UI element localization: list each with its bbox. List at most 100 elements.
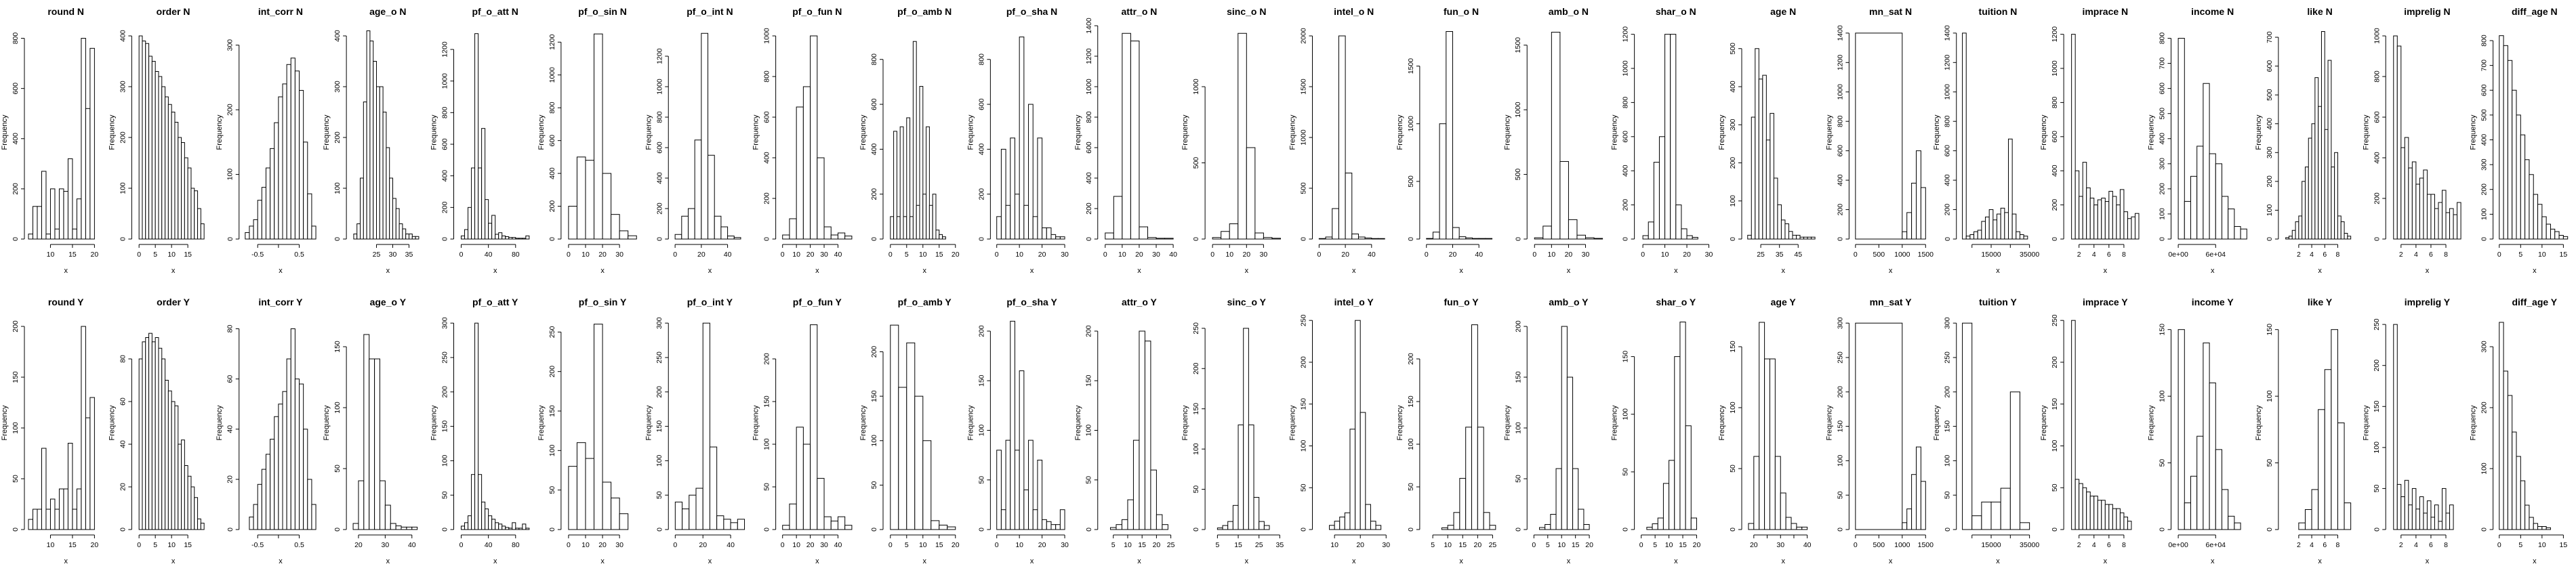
histogram-bar — [2302, 181, 2306, 240]
histogram-bar — [1483, 512, 1490, 530]
y-tick-label: 600 — [2480, 84, 2489, 96]
y-tick-label: 200 — [763, 353, 771, 365]
y-tick-label: 200 — [870, 346, 878, 358]
y-tick-label: 300 — [441, 317, 449, 329]
y-tick-label: 100 — [763, 438, 771, 450]
histogram-panel: mn_sat Y 0 50 100 150 200 250 300 Frequency 0 500 1… — [1825, 297, 1934, 565]
x-tick-label: 40 — [485, 251, 493, 259]
histogram-panel: tuition Y 0 50 100 150 200 250 300 Frequency 1500… — [1933, 297, 2040, 565]
histogram-bar — [145, 337, 150, 530]
histogram-bar — [1162, 524, 1168, 530]
histogram-bar — [893, 131, 897, 240]
histogram-panel: shar_o Y 0 50 100 150 Frequency 0 5 10 15 20 x — [1611, 297, 1701, 565]
x-tick-label: 10 — [1124, 541, 1132, 549]
x-tick-label: 30 — [1152, 251, 1160, 259]
histogram-bar — [2503, 370, 2508, 530]
y-axis-label: Frequency — [2470, 405, 2478, 440]
histogram-bar — [2445, 513, 2451, 530]
histogram-bar — [307, 193, 312, 240]
histogram-bar — [1037, 137, 1043, 240]
histogram-bar — [151, 61, 156, 240]
y-tick-label: 80 — [119, 355, 127, 363]
histogram-bar — [674, 501, 683, 530]
y-tick-label: 0 — [2051, 237, 2059, 241]
x-tick-label: 2 — [2297, 541, 2301, 549]
y-axis-label: Frequency — [645, 405, 653, 440]
histogram-bar — [1764, 358, 1770, 530]
x-tick-label: 30 — [1582, 251, 1590, 259]
histogram-bar — [2404, 137, 2409, 240]
histogram-bar — [823, 226, 832, 240]
panel-title: income Y — [2192, 297, 2234, 307]
x-axis-label: x — [2533, 267, 2537, 275]
histogram-bar — [2093, 496, 2098, 530]
panel-title: age Y — [1771, 297, 1797, 307]
y-tick-label: 0 — [1085, 528, 1093, 532]
histogram-bar — [2434, 208, 2439, 240]
x-tick-label: 40 — [1368, 251, 1376, 259]
y-tick-label: 200 — [2480, 184, 2489, 196]
panel-title: sinc_o N — [1227, 6, 1266, 17]
histogram-bar — [303, 429, 308, 530]
y-tick-label: 150 — [2159, 324, 2167, 336]
histogram-bar — [1753, 456, 1760, 530]
histogram-bar — [1459, 477, 1467, 530]
histogram-bar — [694, 139, 702, 240]
histogram-bar — [1059, 509, 1065, 530]
x-tick-label: 15 — [935, 251, 943, 259]
x-tick-label: 20 — [1038, 251, 1046, 259]
histogram-bar — [2537, 526, 2543, 530]
y-tick-label: 200 — [333, 131, 342, 144]
x-tick-label: 20 — [598, 251, 607, 259]
y-tick-label: 800 — [1836, 115, 1844, 127]
histogram-bar — [2327, 60, 2332, 240]
y-tick-label: 1000 — [1192, 79, 1200, 95]
histogram-bar — [2190, 475, 2198, 530]
histogram-bar — [1318, 238, 1326, 240]
histogram-bar — [830, 234, 838, 240]
histogram-bar — [1985, 216, 1990, 240]
y-axis-label: Frequency — [1181, 405, 1189, 440]
y-tick-label: 200 — [12, 320, 20, 332]
y-tick-label: 100 — [870, 435, 878, 447]
histogram-panel: intel_o Y 0 50 100 150 200 250 Frequency 10 20 30 x — [1289, 297, 1391, 565]
histogram-bar — [2393, 35, 2398, 240]
y-tick-label: 200 — [1514, 320, 1522, 332]
y-axis-label: Frequency — [752, 405, 760, 440]
y-tick-label: 0 — [1085, 237, 1093, 241]
y-tick-label: 100 — [226, 169, 234, 181]
x-tick-label: 40 — [724, 251, 732, 259]
histogram-bar — [1325, 236, 1333, 240]
histogram-panel: shar_o N 0 200 400 600 800 1000 1200 Frequency 0 1… — [1611, 6, 1713, 275]
histogram-bar — [145, 43, 150, 240]
histogram-bar — [1355, 320, 1361, 530]
histogram-bar — [1578, 509, 1585, 530]
y-tick-label: 300 — [2480, 158, 2489, 171]
histogram-panel: pf_o_fun Y 0 50 100 150 200 Frequency 0 10 20 30 40… — [752, 297, 853, 565]
histogram-bar — [2520, 480, 2526, 530]
histogram-bar — [1222, 525, 1229, 530]
histogram-bar — [720, 226, 729, 240]
x-tick-label: 20 — [1135, 251, 1143, 259]
panel-title: tuition Y — [1979, 297, 2017, 307]
y-axis-label: Frequency — [966, 405, 975, 440]
histogram-bar — [903, 216, 907, 240]
y-tick-label: 200 — [2051, 356, 2059, 368]
y-tick-label: 800 — [1622, 96, 1630, 108]
histogram-panel: fun_o Y 0 50 100 150 200 Frequency 5 10 15 20 25 x — [1396, 297, 1497, 565]
histogram-bar — [1042, 227, 1047, 240]
histogram-bar — [714, 215, 722, 240]
histogram-panel: attr_o N0200400600800100012001400Frequen… — [1074, 6, 1177, 275]
histogram-bar — [471, 167, 476, 240]
histogram-bar — [2529, 517, 2534, 530]
histogram-bar — [171, 112, 176, 240]
panel-title: pf_o_sha N — [1006, 6, 1057, 17]
x-axis-label: x — [1996, 557, 2000, 565]
y-tick-label: 50 — [763, 483, 771, 491]
y-tick-label: 200 — [2266, 175, 2274, 188]
histogram-bar — [594, 324, 603, 530]
histogram-bar — [2184, 502, 2191, 530]
y-tick-label: 200 — [655, 386, 663, 398]
y-tick-label: 600 — [2051, 131, 2059, 143]
y-tick-label: 100 — [1622, 408, 1630, 421]
